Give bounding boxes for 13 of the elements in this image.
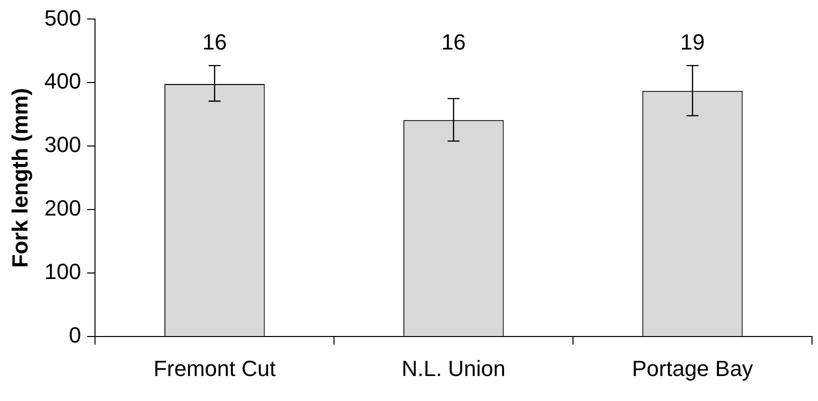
- y-tick-label: 0: [68, 322, 82, 348]
- y-tick-label: 200: [44, 196, 82, 221]
- annotation: 16: [202, 29, 227, 54]
- y-tick-label: 500: [44, 5, 82, 30]
- y-tick-label: 300: [44, 132, 82, 158]
- y-tick-label: 100: [44, 259, 82, 284]
- annotation: 19: [680, 29, 705, 54]
- x-tick-label: Portage Bay: [632, 356, 754, 381]
- x-tick-label: Fremont Cut: [153, 356, 276, 381]
- annotation: 16: [441, 29, 466, 54]
- y-axis-title: Fork length (mm): [7, 88, 32, 268]
- y-tick-label: 400: [44, 68, 82, 94]
- x-tick-label: N.L. Union: [402, 356, 506, 381]
